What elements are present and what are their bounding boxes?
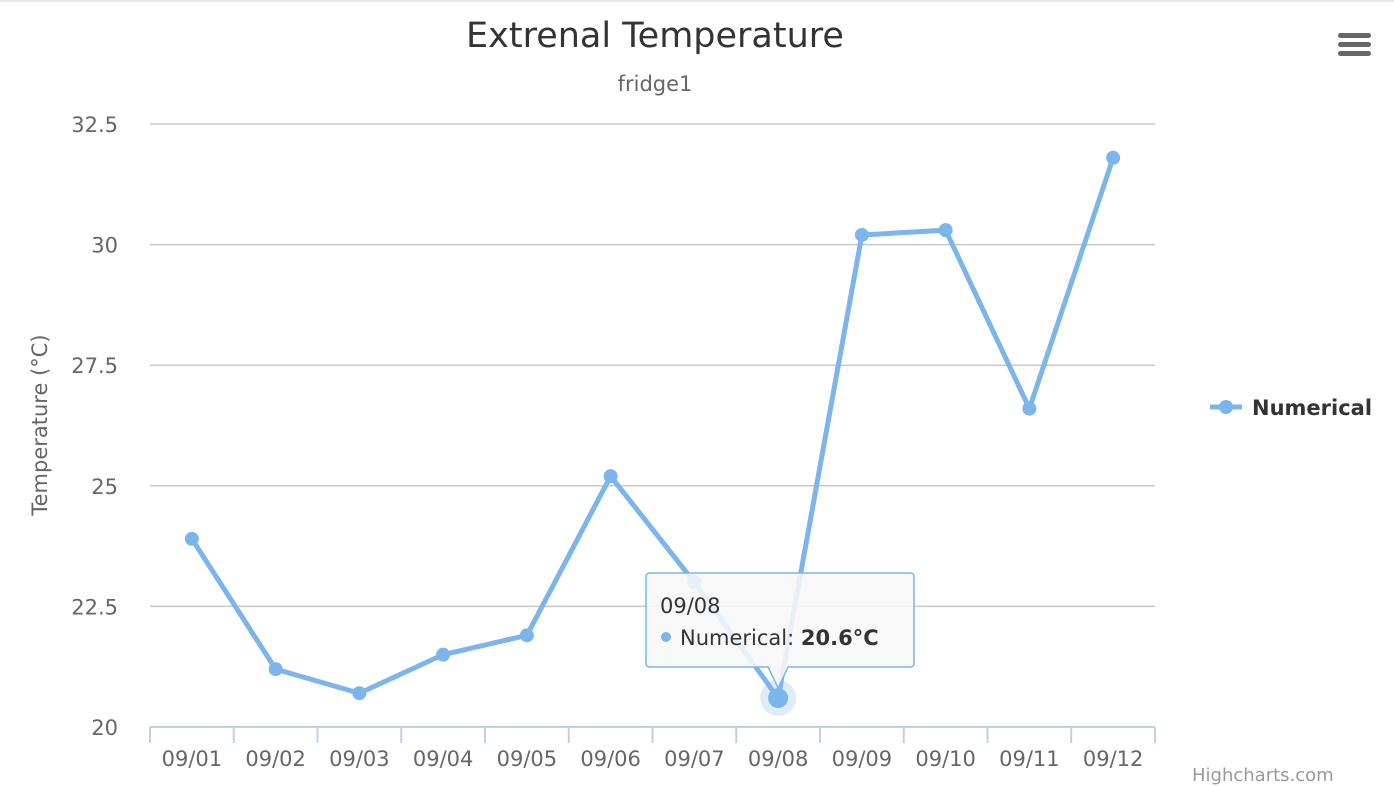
data-point: [519, 628, 534, 643]
data-point: [603, 469, 618, 484]
x-axis: 09/01 09/02 09/03 09/04 09/05 09/06 09/07 09/08…: [149, 726, 1156, 771]
tooltip-series-label: Numerical:: [680, 626, 801, 650]
y-tick-label: 32.5: [71, 113, 118, 137]
legend[interactable]: Numerical: [1210, 396, 1372, 420]
chart-title: Extrenal Temperature: [466, 16, 844, 56]
y-tick-label: 22.5: [71, 595, 118, 619]
data-point: [184, 531, 199, 546]
x-tick-label: 09/12: [1083, 747, 1144, 771]
x-tick-label: 09/04: [413, 747, 474, 771]
tooltip-category: 09/08: [660, 594, 721, 618]
x-tick-label: 09/06: [580, 747, 641, 771]
tooltip: 09/08 Numerical: 20.6°C: [645, 572, 915, 690]
chart-subtitle: fridge1: [617, 72, 693, 96]
menu-bar-2: [1338, 42, 1371, 47]
data-point: [268, 662, 283, 677]
data-point: [1022, 401, 1037, 416]
x-tick-label: 09/10: [915, 747, 976, 771]
x-tick-label: 09/03: [329, 747, 390, 771]
menu-bar-1: [1338, 33, 1371, 38]
y-tick-label: 25: [91, 475, 118, 499]
data-point: [352, 686, 367, 701]
y-axis: 20 22.5 25 27.5 30 32.5 Temperature (°C): [28, 113, 118, 740]
data-point: [1106, 150, 1121, 165]
legend-symbol-marker: [1219, 400, 1233, 414]
top-border: [0, 0, 1394, 2]
series-numerical[interactable]: [184, 150, 1121, 717]
data-point: [854, 227, 869, 242]
data-point: [436, 647, 451, 662]
y-tick-label: 30: [91, 234, 118, 258]
y-axis-title: Temperature (°C): [28, 334, 52, 516]
x-tick-label: 09/08: [748, 747, 809, 771]
x-tick-label: 09/02: [245, 747, 306, 771]
hamburger-menu-icon[interactable]: [1330, 26, 1378, 64]
tooltip-box: [645, 572, 915, 690]
tooltip-marker: [661, 632, 671, 642]
x-tick-label: 09/09: [832, 747, 893, 771]
menu-bar-3: [1338, 51, 1371, 56]
y-tick-label: 20: [91, 716, 118, 740]
series-line: [189, 155, 1116, 701]
x-tick-label: 09/01: [162, 747, 223, 771]
tooltip-value: Numerical: 20.6°C: [680, 626, 879, 650]
tooltip-value-text: 20.6°C: [801, 626, 879, 650]
x-tick-label: 09/11: [999, 747, 1060, 771]
data-point: [768, 688, 789, 709]
data-point: [938, 223, 953, 238]
x-tick-label: 09/07: [664, 747, 725, 771]
legend-item-label: Numerical: [1252, 396, 1372, 420]
x-tick-label: 09/05: [497, 747, 558, 771]
credits-link[interactable]: Highcharts.com: [1192, 765, 1334, 786]
y-tick-label: 27.5: [71, 354, 118, 378]
grid-layer: [150, 123, 1155, 608]
